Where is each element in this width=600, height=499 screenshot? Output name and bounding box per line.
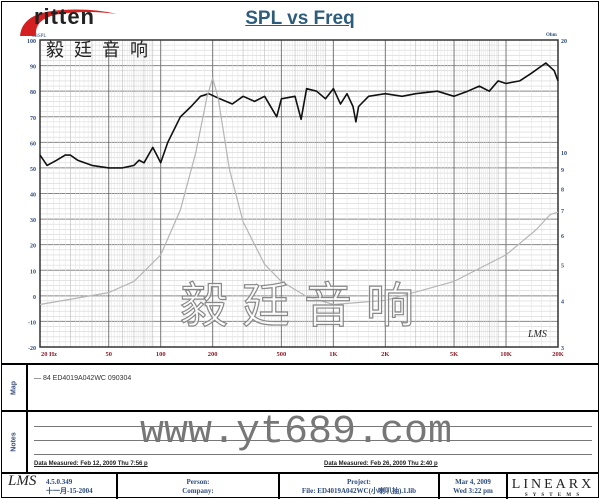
y-left-tick-label: -10 <box>28 320 36 326</box>
logo-chinese: 毅廷音响 <box>46 40 158 61</box>
y-right-tick-label: 4 <box>561 299 564 305</box>
y-right-tick-label: 20 <box>561 39 567 45</box>
notes-label: Notes <box>10 432 18 452</box>
y-right-tick-label: 8 <box>561 187 564 193</box>
footer-version-cell: LMS 4.5.0.349 十一月-15-2004 <box>2 474 118 499</box>
notes-section: Notes Data Measured: Feb 12, 2009 Thu 7:… <box>2 410 598 472</box>
file-name: File: ED4019A042WC(小喇叭抽).1.lib <box>301 487 417 495</box>
person-label: Person: <box>186 478 210 486</box>
y-right-axis-label: Ohm <box>546 33 558 38</box>
x-tick-label: 100 <box>156 351 166 358</box>
y-right-tick-label: 10 <box>561 151 567 157</box>
legend-entry: — 84 ED4019A042WC 090304 <box>34 375 132 382</box>
y-right-tick-label: 6 <box>561 234 564 240</box>
y-left-tick-label: 90 <box>30 65 36 71</box>
spl-chart: 1009080706050403020100-10-20201098765432… <box>27 33 567 358</box>
company-label: Company: <box>182 487 214 495</box>
y-left-tick-label: -20 <box>28 346 36 352</box>
y-left-tick-label: 70 <box>30 116 36 122</box>
x-tick-label: 200 <box>208 351 218 358</box>
note-line <box>34 426 592 427</box>
map-section: Map — 84 ED4019A042WC 090304 <box>2 363 598 410</box>
spl-curve <box>39 62 559 169</box>
y-right-tick-label: 5 <box>561 263 564 269</box>
lms-logo: LMS <box>8 473 37 489</box>
x-tick-label: 2K <box>381 351 389 358</box>
watermark-chinese: 毅廷音响 <box>179 278 429 334</box>
y-left-axis-label: dBSPL <box>32 34 46 39</box>
version-date: 十一月-15-2004 <box>46 487 93 495</box>
watermark-url: www.yt689.com <box>140 410 453 455</box>
y-left-tick-label: 100 <box>27 39 36 45</box>
footer-project-cell: Project: File: ED4019A042WC(小喇叭抽).1.lib <box>280 474 440 499</box>
linearx-logo: LINEARX S Y S T E M S <box>508 474 598 499</box>
chart-title: SPL vs Freq <box>245 8 355 29</box>
plot-border <box>39 39 559 348</box>
footer: LMS 4.5.0.349 十一月-15-2004 Person: Compan… <box>2 472 598 499</box>
measured-date-1: Data Measured: Feb 12, 2009 Thu 7:56 p <box>34 461 148 467</box>
y-right-tick-label: 7 <box>561 209 564 215</box>
footer-date-cell: Mar 4, 2009 Wed 3:22 pm <box>440 474 508 499</box>
y-left-tick-label: 80 <box>30 90 36 96</box>
y-left-tick-label: 40 <box>30 193 36 199</box>
y-right-tick-label: 9 <box>561 168 564 174</box>
logo-swoosh-icon <box>20 9 117 36</box>
x-tick-label: 50 <box>105 351 112 358</box>
footer-person-cell: Person: Company: <box>118 474 280 499</box>
measured-date-2: Data Measured: Feb 26, 2009 Thu 2:40 p <box>324 461 438 467</box>
map-label: Map <box>10 380 18 395</box>
y-left-tick-label: 60 <box>30 141 36 147</box>
x-tick-label: 5K <box>450 351 458 358</box>
y-left-tick-label: 50 <box>30 167 36 173</box>
y-left-tick-label: 30 <box>30 218 36 224</box>
notes-side-label: Notes <box>2 412 28 472</box>
version: 4.5.0.349 <box>46 478 73 486</box>
time: Wed 3:22 pm <box>453 487 493 495</box>
x-tick-label: 10K <box>500 351 512 358</box>
lms-annotation: LMS <box>527 329 547 340</box>
y-right-tick-label: 3 <box>561 346 564 352</box>
x-tick-label: 1K <box>329 351 337 358</box>
x-tick-label: 500 <box>277 351 287 358</box>
brand: LINEARX <box>511 477 595 492</box>
y-left-tick-label: 10 <box>30 269 36 275</box>
note-line <box>34 454 592 455</box>
brand-sub: S Y S T E M S <box>524 493 582 498</box>
impedance-curve <box>39 77 559 306</box>
y-left-tick-label: 0 <box>33 295 36 301</box>
map-side-label: Map <box>2 365 28 410</box>
logo-text: ritten <box>34 4 95 29</box>
x-tick-label: 20K <box>552 351 564 358</box>
project-label: Project: <box>347 478 371 486</box>
note-line <box>34 440 592 441</box>
x-tick-label: 20 Hz <box>41 351 57 358</box>
y-left-tick-label: 20 <box>30 244 36 250</box>
date: Mar 4, 2009 <box>455 478 491 486</box>
